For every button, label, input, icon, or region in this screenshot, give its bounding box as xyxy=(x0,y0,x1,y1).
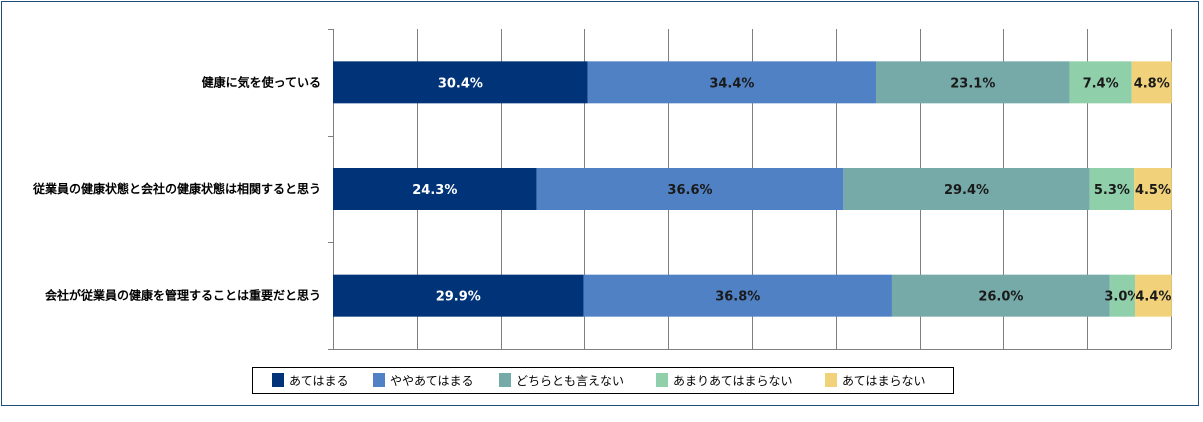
category-labels: 健康に気を使っている従業員の健康状態と会社の健康状態は相関すると思う会社が従業員… xyxy=(32,74,321,302)
legend-label: あてはまらない xyxy=(842,374,926,388)
legend-swatch xyxy=(656,373,668,387)
legend: あてはまる ややあてはまる どちらとも言えない あまりあてはまらない あてはまらない xyxy=(252,367,954,394)
data-label: 26.0% xyxy=(978,290,1023,305)
bar-segment xyxy=(891,274,1110,317)
chart-svg: 30.4% 34.4% 23.1% 7.4% 4.8% 24.3% 36.6% 29.4% 5.… xyxy=(32,29,1172,394)
bar-segment xyxy=(843,168,1090,210)
data-label: 24.3% xyxy=(412,183,457,198)
legend-swatch xyxy=(499,373,511,387)
legend-swatch xyxy=(373,373,385,387)
bars: 30.4% 34.4% 23.1% 7.4% 4.8% 24.3% 36.6% 29.4% 5.… xyxy=(333,61,1172,317)
data-label: 30.4% xyxy=(438,76,483,91)
data-label: 5.3% xyxy=(1094,183,1130,198)
legend-label: ややあてはまる xyxy=(390,374,474,388)
bar-segment xyxy=(333,61,588,104)
category-label: 従業員の健康状態と会社の健康状態は相関すると思う xyxy=(32,181,321,196)
data-label: 3.0% xyxy=(1104,290,1140,305)
bar-segment xyxy=(1131,61,1172,104)
data-label: 23.1% xyxy=(950,76,995,91)
data-label: 34.4% xyxy=(709,76,754,91)
chart-frame: 30.4% 34.4% 23.1% 7.4% 4.8% 24.3% 36.6% 29.4% 5.… xyxy=(1,1,1199,406)
bar-segment xyxy=(1134,168,1172,210)
legend-label: どちらとも言えない xyxy=(516,374,624,388)
data-label: 4.5% xyxy=(1135,183,1171,198)
legend-label: あてはまる xyxy=(289,374,349,388)
category-label: 健康に気を使っている xyxy=(202,74,321,89)
legend-label: あまりあてはまらない xyxy=(673,374,793,388)
data-label: 7.4% xyxy=(1083,76,1119,91)
bar-segment xyxy=(876,61,1070,104)
bar-segment xyxy=(333,168,537,210)
bar-segment xyxy=(536,168,844,210)
legend-swatch xyxy=(272,373,284,387)
bar-segment xyxy=(587,61,877,104)
bar-segment xyxy=(1069,61,1132,104)
data-label: 36.6% xyxy=(667,183,712,198)
bar-segment xyxy=(1134,274,1172,317)
data-label: 4.4% xyxy=(1135,290,1171,305)
data-label: 4.8% xyxy=(1134,76,1170,91)
bar-segment xyxy=(583,274,892,317)
data-label: 29.4% xyxy=(944,183,989,198)
legend-swatch xyxy=(825,373,837,387)
category-label: 会社が従業員の健康を管理することは重要だと思う xyxy=(45,288,321,303)
data-label: 36.8% xyxy=(715,290,760,305)
data-label: 29.9% xyxy=(436,290,481,305)
bar-segment xyxy=(1109,274,1135,317)
bar-segment xyxy=(1089,168,1135,210)
bar-segment xyxy=(333,274,584,317)
